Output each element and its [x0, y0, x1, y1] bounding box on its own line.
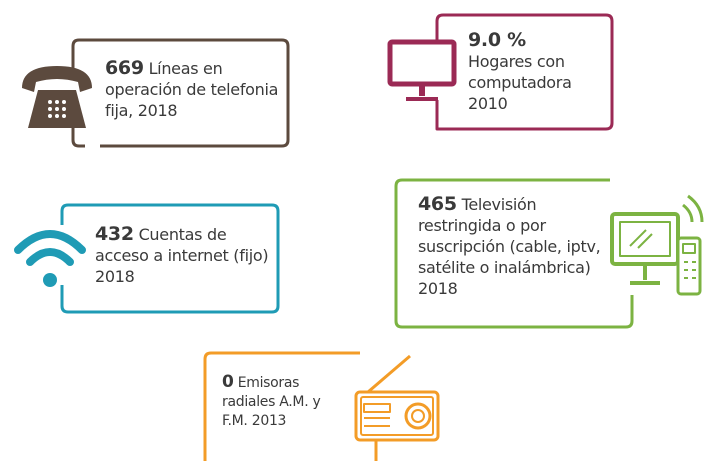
item: 0 Emisoras radiales A.M. y F.M. 2013 — [222, 373, 347, 431]
frame — [71, 38, 290, 148]
radio-icon — [354, 354, 440, 442]
computer-icon — [387, 39, 457, 101]
item-value: 9.0 % — [468, 29, 526, 51]
frame — [394, 178, 634, 329]
item: 669 Líneas en operación de telefonia fij… — [105, 58, 285, 121]
item-text: Cuentas de acceso a internet (fijo) 2018 — [95, 225, 269, 286]
item: 432 Cuentas de acceso a internet (fijo) … — [95, 224, 270, 287]
wifi-icon — [14, 230, 86, 287]
tv-icon — [610, 194, 704, 296]
item: 9.0 % Hogares con computadora 2010 — [468, 30, 608, 114]
frame — [60, 203, 280, 314]
frame — [435, 13, 614, 131]
item: 465 Televisión restringida o por suscrip… — [418, 194, 608, 299]
item-text: Emisoras radiales A.M. y F.M. 2013 — [222, 375, 321, 429]
item-text: Hogares con computadora 2010 — [468, 52, 572, 113]
item-value: 0 — [222, 372, 234, 392]
item-text: Televisión restringida o por suscripción… — [418, 195, 601, 298]
item-value: 432 — [95, 223, 134, 245]
phone-icon — [22, 66, 92, 128]
item-value: 465 — [418, 193, 457, 215]
item-text: Líneas en operación de telefonia fija, 2… — [105, 59, 279, 120]
item-value: 669 — [105, 57, 144, 79]
